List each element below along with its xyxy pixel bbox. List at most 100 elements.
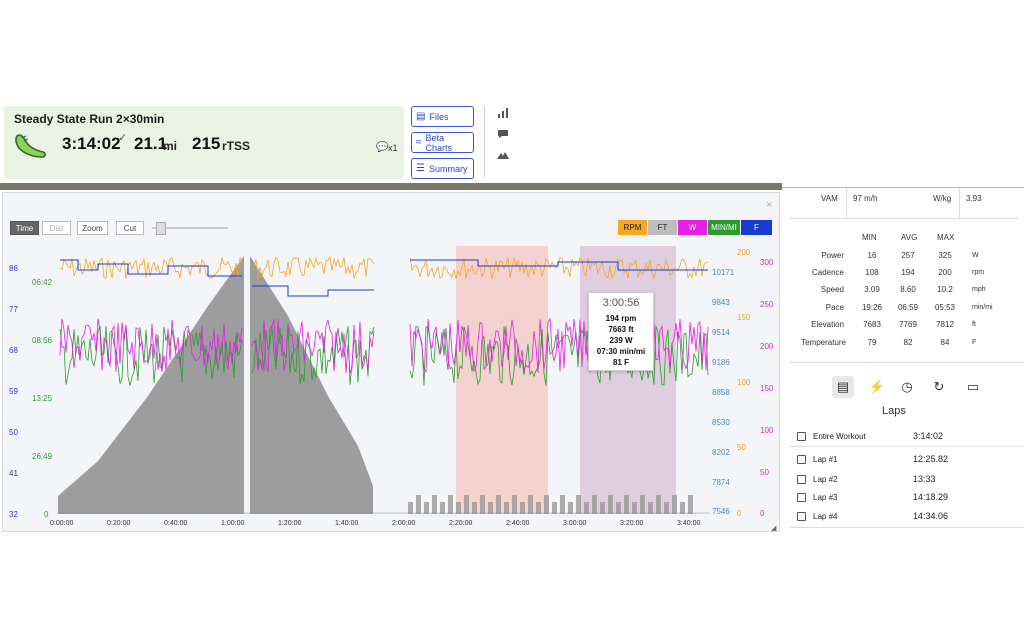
pace-tick: 08:56 — [32, 336, 53, 345]
elevation-bar — [440, 502, 445, 514]
x-axis-tick: 1:00:00 — [221, 520, 245, 527]
elevation-bar — [496, 495, 501, 514]
lap-time: 12:25.82 — [913, 454, 949, 464]
beta-charts-button-label: Beta Charts — [425, 132, 453, 153]
elevation-bar — [528, 495, 533, 514]
elevation-tick: 8202 — [712, 448, 730, 457]
beta-charts-button[interactable]: ≈ Beta Charts — [411, 132, 474, 153]
refresh-icon[interactable]: ↻ — [933, 379, 945, 394]
elevation-bar — [648, 502, 653, 514]
lap-row[interactable]: Lap #4 — [797, 512, 837, 521]
elevation-bar — [536, 502, 541, 514]
stat-avg: 194 — [901, 268, 915, 277]
elevation-area — [250, 256, 373, 514]
elevation-bar — [504, 502, 509, 514]
lap-row[interactable]: Lap #3 — [797, 493, 837, 502]
files-button-label: Files — [429, 111, 449, 122]
stat-row-label: Cadence — [811, 268, 844, 277]
workout-title: Steady State Run 2×30min — [14, 112, 165, 126]
summary-icon: ☰ — [416, 163, 425, 174]
wkg-value: 3.93 — [966, 194, 982, 203]
elevation-bar — [568, 502, 573, 514]
lap-checkbox[interactable] — [797, 475, 806, 484]
lap-checkbox[interactable] — [797, 455, 806, 464]
zoom-slider-handle[interactable] — [156, 222, 166, 235]
summary-button[interactable]: ☰ Summary — [411, 158, 474, 179]
elevation-bar — [584, 502, 589, 514]
close-chart-icon[interactable]: × — [766, 199, 773, 211]
cadence-tick: 50 — [737, 443, 746, 452]
lap-row[interactable]: Lap #1 — [797, 455, 837, 464]
tooltip-power: 239 W — [609, 336, 633, 345]
stat-avg: 257 — [901, 251, 915, 260]
temperature-trace — [60, 259, 708, 297]
stat-max: 05:53 — [934, 303, 956, 312]
pace-trace — [251, 325, 375, 385]
hover-tooltip: 3:00:56 194 rpm 7663 ft 239 W 07:30 min/… — [588, 292, 654, 371]
laps-list-icon[interactable]: ▤ — [832, 376, 854, 398]
lap-checkbox[interactable] — [797, 493, 806, 502]
stat-unit: rpm — [972, 269, 985, 276]
cut-button[interactable]: Cut — [116, 221, 144, 235]
zoom-button[interactable]: Zoom — [77, 221, 108, 235]
time-axis-button[interactable]: Time — [10, 221, 39, 235]
elevation-bar — [544, 495, 549, 514]
legend-ft-toggle[interactable]: FT — [648, 220, 677, 235]
lap-checkbox[interactable] — [797, 512, 806, 521]
panel-top-divider — [782, 187, 1024, 188]
elevation-bar — [456, 502, 461, 514]
stat-row-label: Speed — [820, 285, 844, 294]
comments-count[interactable]: x1 — [388, 143, 398, 153]
files-button[interactable]: ▤ Files — [411, 106, 474, 127]
tooltip-pace: 07:30 min/mi — [596, 347, 646, 356]
resize-handle-icon[interactable]: ◢ — [771, 525, 777, 532]
workout-plot-area[interactable] — [58, 246, 710, 514]
running-shoe-icon — [15, 134, 46, 158]
x-axis-tick: 0:20:00 — [107, 520, 131, 527]
clock-icon[interactable]: ◷ — [901, 379, 913, 394]
ruler-icon[interactable]: ▭ — [966, 379, 980, 394]
lap-time: 14:34.06 — [913, 511, 949, 521]
bar-chart-icon[interactable] — [497, 108, 509, 118]
comments-icon[interactable]: 💬 — [376, 142, 389, 153]
distance-axis-button[interactable]: Dist — [42, 221, 71, 235]
lap-time: 14:18.29 — [913, 492, 949, 502]
cadence-tick: 150 — [737, 313, 751, 322]
wkg-label: W/kg — [933, 194, 952, 203]
legend-f-toggle[interactable]: F — [741, 220, 772, 235]
tss-unit: rTSS — [222, 139, 251, 153]
comment-icon[interactable] — [497, 129, 509, 139]
power-tick: 200 — [760, 342, 774, 351]
stat-avg: 06:59 — [897, 303, 919, 312]
stat-row-label: Power — [821, 251, 844, 260]
elevation-bar — [632, 502, 637, 514]
cadence-trace — [251, 255, 375, 279]
elevation-bar — [552, 502, 557, 514]
terrain-icon[interactable] — [497, 150, 509, 160]
stats-col-avg: AVG — [901, 233, 918, 242]
legend-w-toggle[interactable]: W — [678, 220, 707, 235]
selection-band-interval-2 — [580, 246, 676, 514]
power-tick: 250 — [760, 300, 774, 309]
x-axis-tick: 0:40:00 — [164, 520, 188, 527]
power-tick: 0 — [760, 509, 765, 518]
zoom-slider-track[interactable] — [152, 227, 228, 229]
lap-time: 13:33 — [913, 474, 936, 484]
temp-tick: 59 — [9, 387, 18, 396]
pace-tick: 06:42 — [32, 278, 53, 287]
stat-row-label: Elevation — [811, 320, 844, 329]
legend-rpm-toggle[interactable]: RPM — [618, 220, 647, 235]
elevation-tick: 9514 — [712, 328, 730, 337]
legend-minmi-toggle[interactable]: MIN/MI — [708, 220, 740, 235]
workout-header-card — [4, 106, 404, 179]
elevation-bar — [472, 502, 477, 514]
pace-tick: 13:25 — [32, 394, 53, 403]
lap-checkbox[interactable] — [797, 432, 806, 441]
x-axis-tick: 2:40:00 — [506, 520, 530, 527]
stat-unit: min/mi — [972, 304, 993, 311]
elevation-tick: 7546 — [712, 507, 730, 516]
elevation-tick: 7874 — [712, 478, 730, 487]
lap-row-entire-workout[interactable]: Entire Workout — [797, 432, 866, 441]
lightning-icon[interactable]: ⚡ — [868, 379, 886, 394]
lap-row[interactable]: Lap #2 — [797, 475, 837, 484]
